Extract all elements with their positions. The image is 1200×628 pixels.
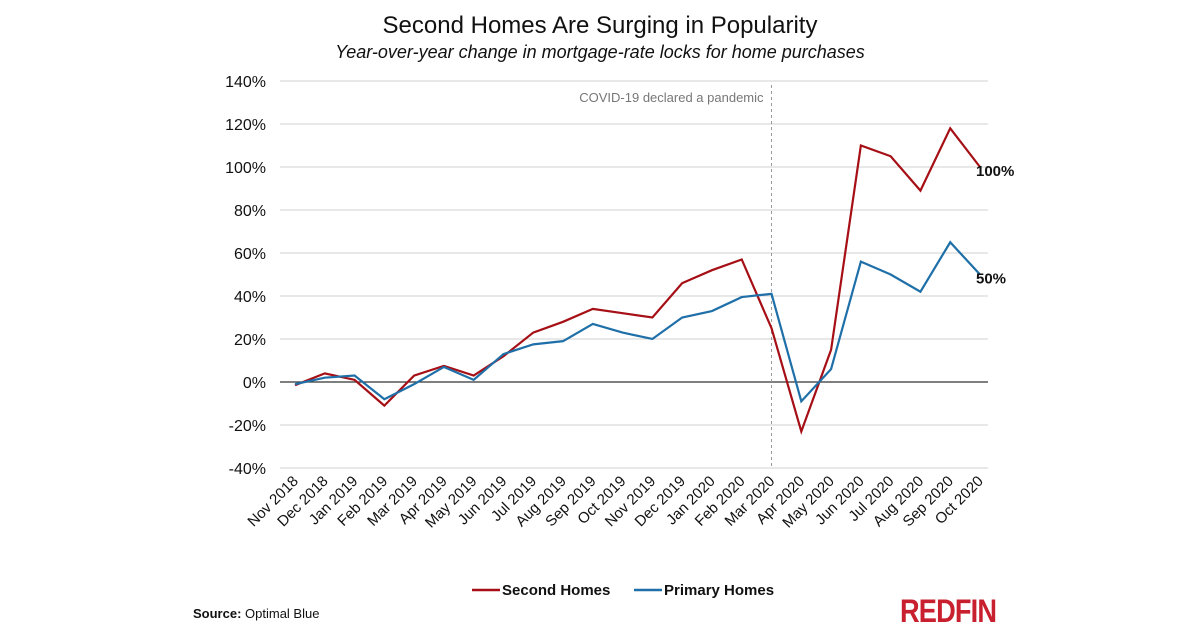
end-label: 100% [976, 163, 1014, 180]
y-tick-label: -40% [229, 461, 266, 478]
chart-subtitle: Year-over-year change in mortgage-rate l… [335, 42, 865, 62]
y-tick-label: 0% [243, 375, 266, 392]
redfin-logo: REDFIN [900, 593, 997, 628]
y-tick-label: 20% [234, 332, 266, 349]
legend-label: Second Homes [502, 582, 610, 599]
y-tick-label: 80% [234, 203, 266, 220]
chart-title: Second Homes Are Surging in Popularity [382, 12, 818, 39]
source-note: Source: Optimal Blue [193, 606, 319, 621]
end-label: 50% [976, 271, 1006, 288]
y-tick-label: 60% [234, 246, 266, 263]
y-tick-label: 40% [234, 289, 266, 306]
y-tick-label: 100% [225, 160, 266, 177]
source-value: Optimal Blue [245, 606, 320, 621]
source-label: Source: [193, 606, 242, 621]
y-tick-label: 120% [225, 117, 266, 134]
series-line-primary-homes [294, 240, 981, 404]
pandemic-annotation: COVID-19 declared a pandemic [579, 90, 764, 105]
y-tick-label: 140% [225, 74, 266, 91]
y-tick-label: -20% [229, 418, 266, 435]
series-line-second-homes [294, 126, 981, 435]
legend-label: Primary Homes [664, 582, 774, 599]
